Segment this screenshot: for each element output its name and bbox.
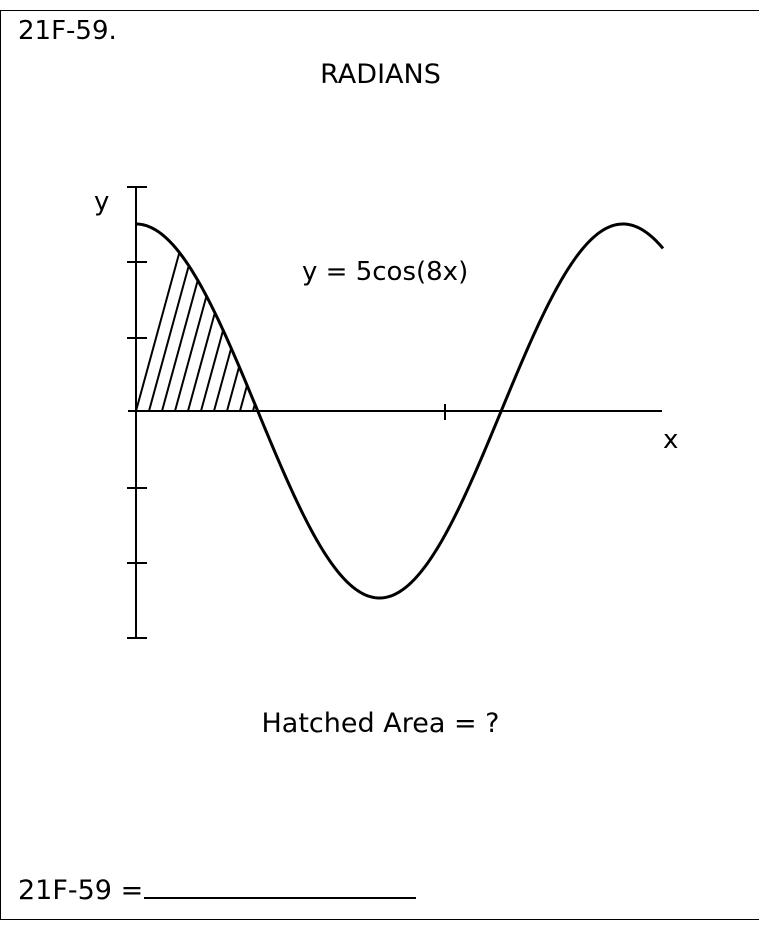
hatched-area [136, 221, 383, 411]
hatch-line [331, 221, 383, 411]
hatch-line [252, 224, 258, 411]
cosine-curve [135, 222, 665, 600]
x-axis-label: x [663, 425, 678, 455]
hatch-line [187, 224, 241, 411]
y-axis-ticks [127, 186, 147, 639]
hatch-line [279, 221, 331, 411]
hatch-line [318, 221, 370, 411]
hatch-line [226, 224, 258, 411]
mode-title: RADIANS [320, 59, 441, 90]
equation-label: y = 5cos(8x) [302, 257, 468, 287]
hatch-line [266, 221, 318, 411]
y-axis-label: y [94, 187, 109, 217]
hatch-line [239, 224, 258, 411]
hatch-line [174, 224, 228, 411]
answer-label: 21F-59 = [18, 875, 144, 906]
hatch-line [161, 224, 215, 411]
hatch-line [136, 224, 189, 411]
problem-id: 21F-59. [18, 16, 117, 46]
problem-card [0, 10, 759, 920]
question-text: Hatched Area = ? [261, 708, 500, 739]
hatch-line [292, 221, 344, 411]
hatch-line [305, 221, 357, 411]
answer-blank[interactable] [144, 873, 417, 899]
answer-line: 21F-59 = [18, 873, 417, 906]
hatch-line [213, 224, 258, 411]
